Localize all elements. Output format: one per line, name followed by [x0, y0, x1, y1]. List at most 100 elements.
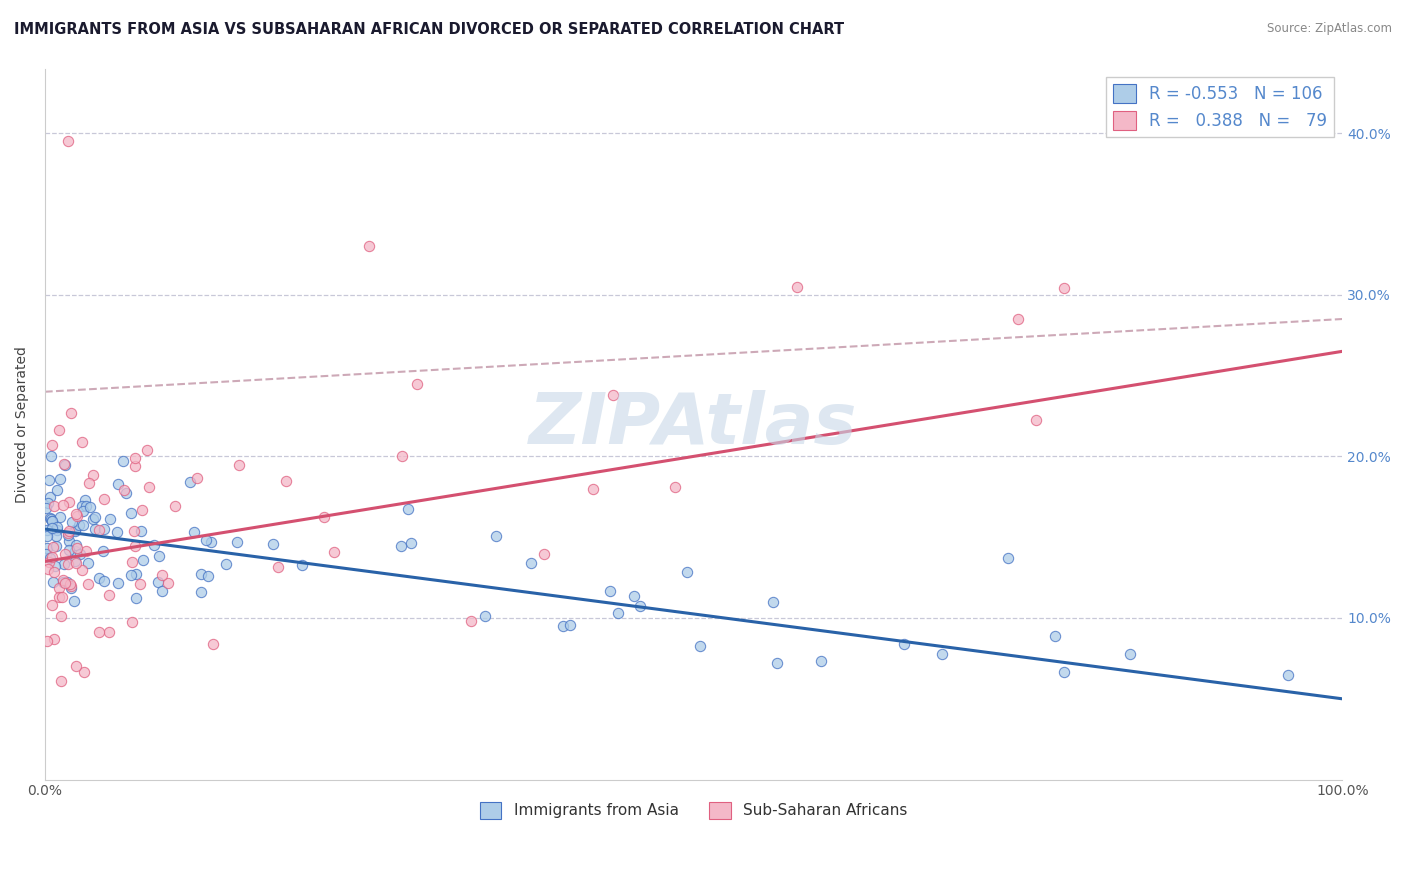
Point	[73, 665, 96, 679]
Point	[45, 529, 67, 543]
Point	[762, 595, 785, 609]
Point	[131, 503, 153, 517]
Point	[607, 606, 630, 620]
Point	[76, 557, 98, 571]
Point	[628, 599, 651, 614]
Point	[35, 634, 58, 648]
Point	[51, 674, 73, 689]
Point	[73, 492, 96, 507]
Point	[72, 435, 94, 450]
Point	[676, 565, 699, 579]
Point	[52, 498, 75, 512]
Point	[48, 423, 70, 437]
Point	[56, 574, 79, 589]
Point	[121, 615, 143, 630]
Point	[41, 598, 63, 612]
Point	[59, 577, 82, 591]
Point	[228, 458, 250, 472]
Point	[66, 509, 89, 524]
Point	[190, 585, 212, 599]
Point	[72, 504, 94, 518]
Point	[120, 506, 142, 520]
Point	[56, 557, 79, 571]
Point	[52, 574, 75, 589]
Point	[122, 524, 145, 538]
Point	[312, 509, 335, 524]
Point	[124, 539, 146, 553]
Point	[359, 239, 381, 253]
Point	[39, 511, 62, 525]
Point	[179, 475, 201, 489]
Point	[48, 590, 70, 604]
Point	[623, 590, 645, 604]
Point	[107, 575, 129, 590]
Point	[582, 483, 605, 497]
Point	[65, 556, 87, 570]
Point	[42, 566, 65, 580]
Point	[893, 637, 915, 651]
Point	[150, 567, 173, 582]
Point	[93, 492, 115, 507]
Point	[39, 450, 62, 464]
Point	[67, 518, 90, 533]
Point	[120, 568, 142, 582]
Point	[93, 522, 115, 536]
Point	[60, 515, 83, 529]
Point	[87, 524, 110, 538]
Point	[49, 509, 72, 524]
Point	[44, 499, 66, 513]
Point	[460, 614, 482, 628]
Point	[262, 537, 284, 551]
Point	[72, 518, 94, 533]
Point	[124, 450, 146, 465]
Point	[485, 529, 508, 543]
Point	[602, 388, 624, 402]
Point	[60, 406, 83, 420]
Point	[79, 500, 101, 514]
Point	[51, 591, 73, 605]
Point	[59, 581, 82, 595]
Legend: Immigrants from Asia, Sub-Saharan Africans: Immigrants from Asia, Sub-Saharan Africa…	[474, 796, 914, 825]
Point	[69, 547, 91, 561]
Point	[226, 535, 249, 549]
Point	[98, 625, 121, 640]
Point	[58, 134, 80, 148]
Point	[55, 547, 77, 561]
Point	[66, 541, 89, 556]
Point	[202, 637, 225, 651]
Point	[131, 553, 153, 567]
Point	[38, 551, 60, 566]
Point	[35, 523, 58, 537]
Point	[38, 555, 60, 569]
Y-axis label: Divorced or Separated: Divorced or Separated	[15, 345, 30, 502]
Point	[125, 591, 148, 606]
Point	[44, 558, 66, 573]
Point	[323, 545, 346, 559]
Point	[143, 538, 166, 552]
Point	[63, 594, 86, 608]
Point	[98, 588, 121, 602]
Point	[148, 549, 170, 563]
Point	[82, 511, 104, 525]
Point	[183, 524, 205, 539]
Point	[41, 520, 63, 534]
Point	[474, 608, 496, 623]
Point	[49, 471, 72, 485]
Point	[52, 457, 75, 471]
Point	[58, 494, 80, 508]
Point	[72, 499, 94, 513]
Point	[41, 549, 63, 564]
Point	[35, 501, 58, 516]
Point	[124, 458, 146, 473]
Point	[75, 499, 97, 513]
Point	[53, 576, 76, 591]
Point	[267, 559, 290, 574]
Point	[689, 640, 711, 654]
Point	[41, 575, 63, 590]
Point	[58, 543, 80, 558]
Point	[111, 454, 134, 468]
Point	[391, 449, 413, 463]
Point	[48, 581, 70, 595]
Point	[38, 473, 60, 487]
Point	[1277, 668, 1299, 682]
